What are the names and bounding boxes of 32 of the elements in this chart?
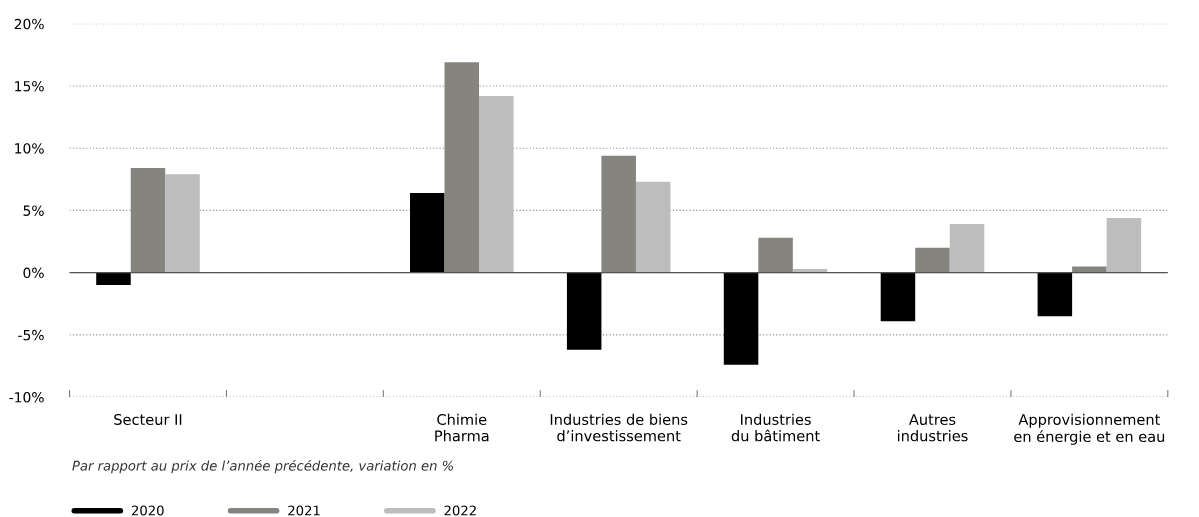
y-tick-label: 20% [14, 18, 44, 30]
y-tick-label: 15% [15, 80, 44, 92]
bar [949, 224, 985, 273]
bar [880, 272, 916, 322]
y-tick-label: 10% [15, 143, 44, 154]
y-tick-label: -5% [18, 329, 44, 341]
bar [96, 272, 131, 286]
bar [915, 247, 950, 273]
bar [566, 272, 602, 350]
bar [479, 95, 514, 273]
y-tick-label: 0% [23, 267, 44, 279]
x-tick-label: Approvisionnement en énergie et en eau [1014, 413, 1165, 445]
bar [1106, 217, 1142, 273]
bar [410, 193, 445, 273]
legend-label: 2020 [131, 505, 164, 516]
bar [1072, 266, 1107, 273]
bar [130, 168, 166, 273]
bar [165, 174, 200, 273]
x-tick-label: Secteur II [114, 413, 182, 426]
x-tick-label: Autres industries [897, 414, 968, 442]
legend-label: 2022 [444, 505, 476, 516]
bar [758, 237, 793, 273]
legend-label: 2021 [288, 505, 320, 516]
text: Par rapport au prix de l’année précédente, variation en % [72, 459, 453, 474]
bar [723, 272, 759, 365]
x-tick-label: Industries du bâtiment [731, 413, 820, 442]
bar [1037, 272, 1073, 317]
x-tick-label: Industries de biens d’investissement [550, 413, 688, 442]
y-tick-label: 5% [23, 205, 44, 216]
bar [635, 181, 671, 273]
y-tick-label: -10% [9, 392, 44, 403]
x-tick-label: Chimie Pharma [435, 413, 489, 442]
